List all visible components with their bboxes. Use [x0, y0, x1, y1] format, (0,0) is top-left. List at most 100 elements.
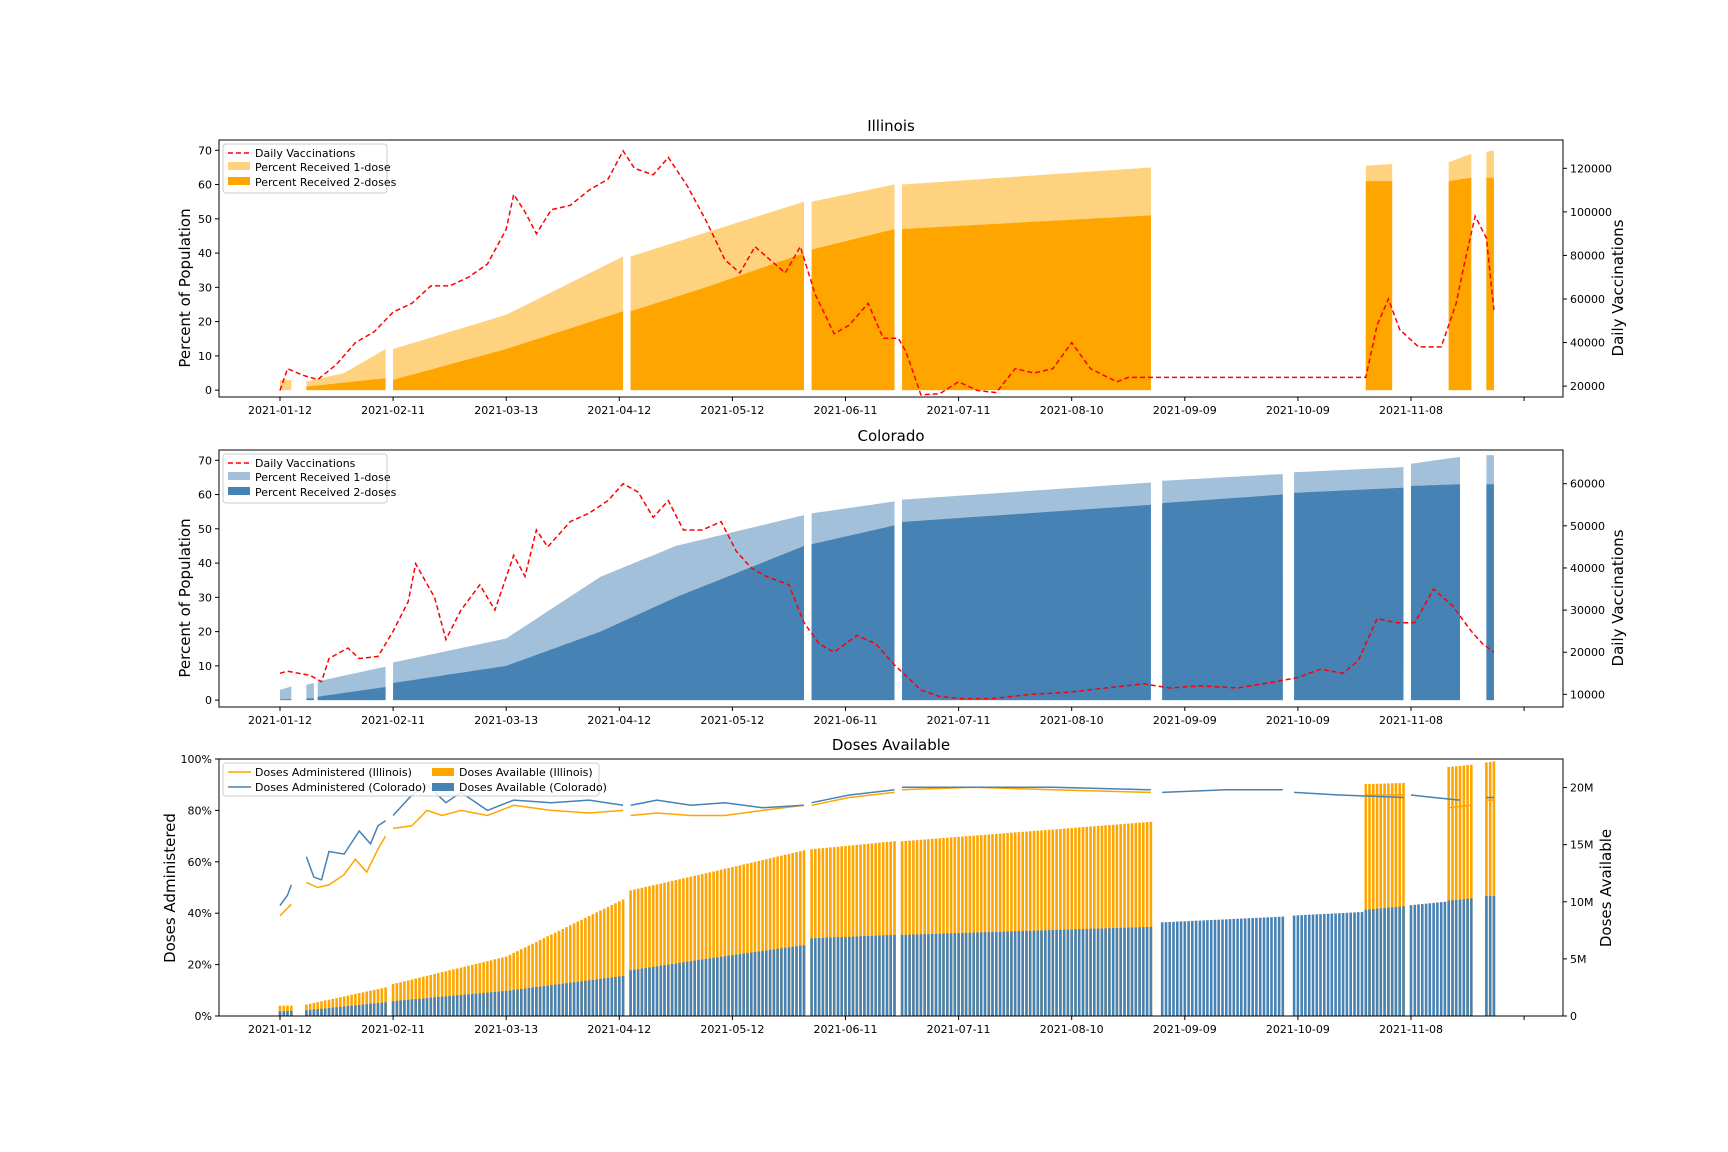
- bar-colorado: [799, 945, 802, 1016]
- bar-colorado: [1179, 921, 1183, 1016]
- bar-illinois: [1047, 829, 1051, 1016]
- bar-colorado: [1402, 906, 1405, 1016]
- bar-colorado: [855, 936, 859, 1016]
- x-tick-label: 2021-05-12: [700, 404, 764, 417]
- bar-colorado: [346, 1006, 350, 1016]
- dose2-area: [317, 687, 386, 701]
- bar-colorado: [651, 966, 655, 1016]
- x-tick-label: 2021-01-12: [248, 714, 312, 727]
- bar-colorado: [821, 937, 825, 1016]
- bar-colorado: [742, 953, 745, 1016]
- bar-illinois: [761, 860, 764, 1016]
- bar-colorado: [697, 960, 700, 1016]
- plot-area: [279, 149, 1495, 396]
- bar-illinois: [817, 848, 821, 1016]
- bar-illinois: [1013, 832, 1017, 1016]
- bar-colorado: [1130, 927, 1134, 1016]
- bar-colorado: [599, 978, 602, 1016]
- doses-administered-illinois-line: [392, 804, 624, 830]
- bar-illinois: [437, 973, 440, 1016]
- bar-colorado: [335, 1007, 338, 1016]
- bar-colorado: [1145, 927, 1149, 1016]
- bar-colorado: [520, 989, 523, 1016]
- legend: Daily Vaccinations Percent Received 1-do…: [222, 143, 397, 194]
- bar-illinois: [723, 868, 727, 1016]
- y2-tick-label: 60000: [1570, 293, 1605, 306]
- bar-colorado: [708, 958, 712, 1016]
- bar-illinois: [919, 839, 923, 1016]
- bar-colorado: [1081, 929, 1085, 1016]
- bar-illinois: [595, 912, 598, 1016]
- bar-illinois: [987, 834, 991, 1016]
- bar-colorado: [1070, 929, 1073, 1016]
- bar-illinois: [829, 847, 832, 1016]
- legend-swatch-dose2: [228, 177, 250, 185]
- bar-colorado: [1251, 918, 1254, 1016]
- bar-colorado: [629, 970, 632, 1016]
- y-tick-label: 30: [198, 591, 212, 604]
- bar-illinois: [787, 853, 791, 1016]
- bar-colorado: [290, 1010, 293, 1016]
- bar-illinois: [372, 989, 376, 1016]
- bar-colorado: [1390, 907, 1394, 1016]
- bar-colorado: [889, 935, 892, 1016]
- y2-axis-label: Daily Vaccinations: [1609, 529, 1627, 666]
- doses-administered-colorado-line: [279, 884, 293, 906]
- bar-colorado: [1443, 901, 1447, 1016]
- y2-tick-label: 60000: [1570, 478, 1605, 491]
- bar-illinois: [497, 958, 500, 1016]
- bar-colorado: [1115, 928, 1119, 1016]
- x-tick-label: 2021-09-09: [1153, 1023, 1217, 1036]
- x-tick-label: 2021-04-12: [587, 714, 651, 727]
- bar-colorado: [700, 959, 704, 1016]
- bar-colorado: [1232, 918, 1236, 1016]
- bar-colorado: [595, 979, 598, 1016]
- bar-colorado: [1119, 927, 1122, 1016]
- bar-colorado: [308, 1009, 312, 1016]
- bar-colorado: [946, 933, 949, 1016]
- bar-colorado: [576, 981, 580, 1016]
- dose2-area: [1486, 484, 1494, 701]
- bar-colorado: [915, 934, 919, 1016]
- bar-illinois: [550, 934, 553, 1016]
- bar-illinois: [455, 968, 459, 1016]
- bar-illinois: [757, 860, 761, 1016]
- bar-colorado: [1006, 931, 1009, 1016]
- bar-colorado: [746, 953, 749, 1016]
- bar-illinois: [659, 883, 663, 1016]
- bar-colorado: [900, 934, 904, 1016]
- dose2-area: [1294, 487, 1404, 701]
- bar-colorado: [1138, 927, 1141, 1016]
- bar-colorado: [1111, 928, 1115, 1016]
- x-tick-label: 2021-06-11: [814, 404, 878, 417]
- bar-colorado: [1311, 914, 1315, 1016]
- bar-illinois: [716, 870, 719, 1016]
- bar-illinois: [1138, 822, 1141, 1016]
- bar-colorado: [489, 992, 493, 1016]
- bar-illinois: [516, 951, 519, 1016]
- bar-illinois: [357, 993, 361, 1016]
- bar-illinois: [795, 852, 798, 1016]
- bar-illinois: [342, 996, 346, 1016]
- x-tick-label: 2021-06-11: [814, 714, 878, 727]
- doses-administered-illinois-line: [1448, 804, 1472, 809]
- bar-illinois: [979, 835, 983, 1016]
- y-axis-label: Percent of Population: [176, 518, 194, 677]
- bar-illinois: [1040, 830, 1043, 1016]
- bar-colorado: [1330, 913, 1334, 1016]
- bar-illinois: [685, 877, 689, 1016]
- bar-illinois: [644, 886, 647, 1016]
- bar-illinois: [512, 952, 515, 1016]
- y2-tick-label: 10000: [1570, 688, 1605, 701]
- bar-illinois: [1383, 783, 1386, 1016]
- x-tick-label: 2021-11-08: [1379, 404, 1443, 417]
- bar-colorado: [339, 1006, 342, 1016]
- x-tick-label: 2021-10-09: [1266, 714, 1330, 727]
- doses-administered-colorado-line: [811, 789, 895, 804]
- doses-administered-colorado-line: [305, 820, 387, 881]
- bar-illinois: [561, 929, 565, 1016]
- bar-illinois: [1364, 784, 1368, 1016]
- x-tick-label: 2021-07-11: [927, 1023, 991, 1036]
- bar-illinois: [354, 994, 357, 1016]
- y-tick-label: 20%: [188, 959, 212, 972]
